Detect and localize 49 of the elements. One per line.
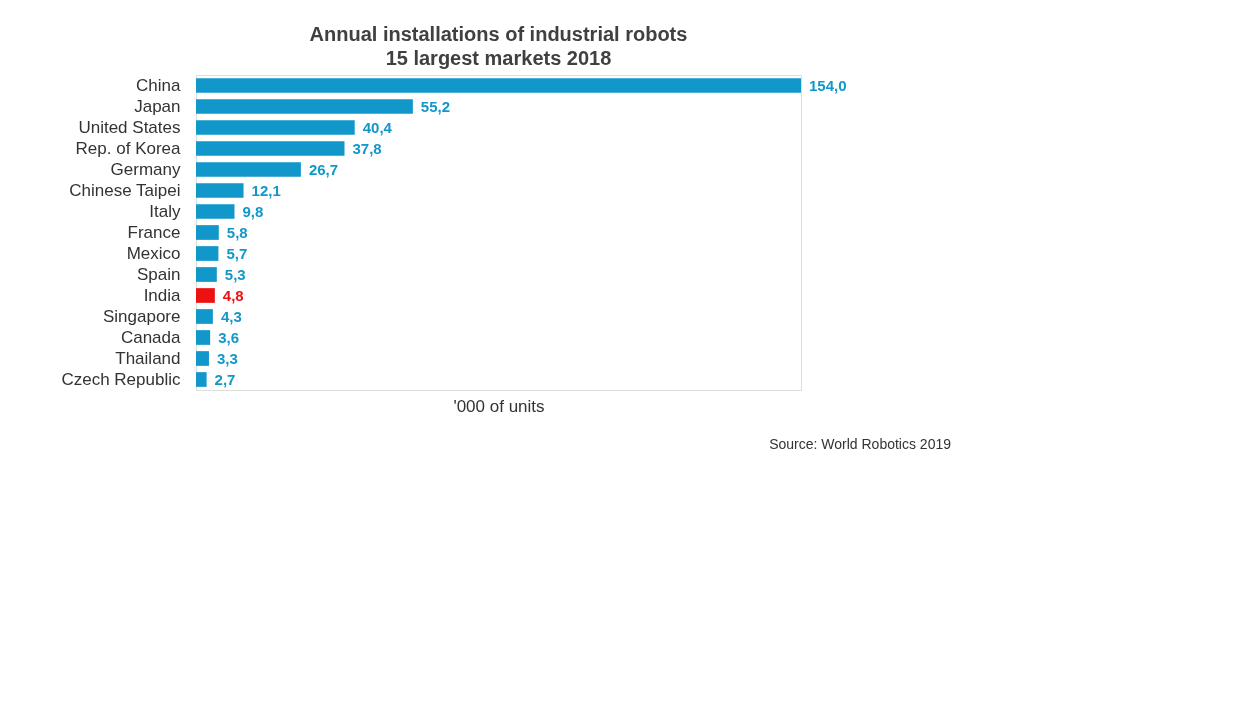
y-tick-label: Mexico (126, 243, 181, 263)
data-label: 4,3 (220, 307, 242, 325)
data-label: 9,8 (242, 202, 264, 220)
bar (196, 183, 244, 198)
bar (196, 99, 413, 114)
bar (196, 162, 301, 177)
y-tick-label: China (136, 75, 182, 95)
y-tick-label: Spain (137, 264, 181, 284)
source-note: Source: World Robotics 2019 (769, 436, 952, 452)
y-tick-label: Canada (120, 327, 182, 347)
bar (196, 288, 215, 303)
data-label: 26,7 (308, 160, 339, 178)
data-label: 55,2 (420, 97, 451, 115)
y-tick-label: Singapore (102, 306, 181, 326)
bar (196, 330, 211, 345)
y-tick-label: Chinese Taipei (69, 180, 181, 200)
y-tick-label: Italy (149, 201, 181, 221)
y-tick-label: France (127, 222, 181, 242)
bar (196, 351, 209, 366)
data-label: 2,7 (214, 370, 236, 388)
y-tick-label: Czech Republic (61, 369, 181, 389)
data-label: 12,1 (251, 181, 281, 199)
bar (196, 372, 207, 387)
bar (196, 267, 217, 282)
data-label: 40,4 (362, 118, 393, 136)
y-tick-label: Thailand (115, 348, 181, 368)
y-tick-label: Japan (134, 96, 181, 116)
data-label: 3,6 (218, 328, 239, 346)
bar (196, 141, 345, 156)
x-axis-title: '000 of units (453, 396, 545, 416)
data-label: 4,8 (222, 286, 244, 304)
y-tick-label: India (143, 285, 182, 305)
bar (196, 78, 801, 93)
bar (196, 225, 219, 240)
y-tick-label: Germany (110, 159, 181, 179)
chart-subtitle: 15 largest markets 2018 (385, 47, 612, 69)
data-label: 154,0 (809, 76, 847, 94)
data-label: 37,8 (352, 139, 382, 157)
data-label: 5,8 (226, 223, 248, 241)
y-tick-label: United States (78, 117, 181, 137)
bar (196, 246, 219, 261)
y-tick-label: Rep. of Korea (75, 138, 182, 158)
data-label: 5,7 (226, 244, 248, 262)
bar (196, 120, 355, 135)
bar (196, 309, 213, 324)
bar (196, 204, 235, 219)
chart-title: Annual installations of industrial robots (309, 23, 688, 45)
data-label: 3,3 (216, 349, 238, 367)
data-label: 5,3 (224, 265, 246, 283)
